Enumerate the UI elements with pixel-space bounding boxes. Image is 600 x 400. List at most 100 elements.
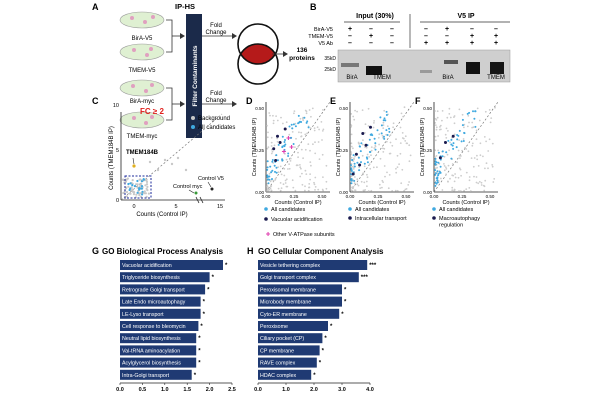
d-background-point	[304, 148, 307, 151]
e-background-point	[399, 126, 402, 129]
e-background-point	[362, 139, 364, 142]
f-background-point	[449, 116, 452, 119]
e-background-point	[407, 184, 410, 186]
d-background-point	[270, 152, 273, 155]
e-background-point	[382, 181, 384, 184]
f-background-point	[484, 167, 486, 170]
d-background-point	[321, 188, 324, 191]
f-background-point	[483, 189, 486, 192]
e-background-point	[353, 158, 355, 161]
petri-dish-2	[119, 43, 165, 61]
f-background-point	[461, 113, 464, 116]
e-background-point	[370, 146, 373, 149]
bar-label: Late Endo microautophagy	[122, 300, 186, 306]
f-background-point	[463, 126, 465, 129]
c-background-point	[122, 178, 125, 182]
c-background-point	[148, 160, 152, 164]
d-candidate-point	[283, 141, 286, 143]
e-candidate-point	[374, 148, 377, 151]
e-background-point	[378, 143, 380, 146]
e-background-point	[396, 189, 399, 192]
e-background-point	[408, 144, 411, 147]
d-legend-vacuolar-marker	[264, 217, 268, 221]
d-background-point	[313, 127, 316, 129]
d-candidate-point	[266, 168, 269, 171]
f-candidate-point	[436, 176, 439, 179]
e-background-point	[365, 180, 368, 183]
e-background-point	[350, 142, 353, 145]
d-background-point	[299, 166, 302, 169]
blot-row-label-2: TMEM-V5	[308, 34, 333, 40]
e-background-point	[382, 151, 385, 153]
f-xtick: 0.00	[430, 194, 439, 199]
d-background-point	[314, 141, 316, 144]
d-background-point	[322, 176, 324, 179]
d-background-point	[304, 133, 307, 136]
f-background-point	[441, 119, 443, 122]
d-candidate-point	[284, 139, 286, 141]
d-background-point	[308, 186, 311, 189]
bar-g-1	[120, 272, 210, 283]
f-background-point	[449, 177, 451, 180]
e-background-point	[386, 171, 388, 174]
e-candidate-point	[383, 135, 385, 138]
e-background-point	[367, 125, 370, 127]
d-background-point	[310, 164, 312, 167]
c-candidate-point	[141, 193, 144, 196]
d-candidate-point	[306, 120, 309, 123]
annotation-control-myc: Control myc	[173, 184, 203, 190]
d-background-point	[294, 189, 297, 192]
e-background-point	[352, 115, 355, 118]
f-background-point	[443, 155, 446, 158]
d-background-point	[299, 164, 301, 166]
filter-contaminants-box	[186, 14, 202, 138]
f-background-point	[434, 139, 437, 142]
legend-candidates-marker	[191, 125, 195, 129]
f-background-point	[453, 116, 455, 118]
f-background-point	[448, 149, 450, 152]
d-vatpase-marker: ✚	[289, 144, 294, 151]
candidate-count-label: 136 proteins	[289, 47, 315, 62]
f-background-point	[445, 166, 447, 169]
f-background-point	[491, 164, 494, 166]
x-tick-label: 2.5	[228, 387, 236, 393]
d-background-point	[294, 122, 297, 125]
e-background-point	[354, 109, 356, 112]
c-background-point	[122, 191, 125, 195]
ip-sign-r2c1: –	[424, 33, 428, 40]
f-background-point	[448, 107, 451, 110]
f-background-point	[475, 176, 478, 178]
e-background-point	[364, 146, 366, 149]
input-sign-r3c2: –	[369, 40, 373, 47]
c-candidate-point	[140, 180, 143, 183]
d-candidate-point	[269, 165, 272, 168]
f-ylabel: Counts (TMEM184B IP)	[420, 118, 426, 177]
d-background-point	[312, 143, 314, 146]
e-background-point	[351, 189, 354, 192]
d-background-point	[289, 157, 292, 160]
d-background-point	[266, 124, 268, 127]
e-background-point	[360, 180, 363, 183]
f-background-point	[468, 187, 471, 189]
e-background-point	[350, 151, 353, 154]
e-background-point	[376, 166, 378, 169]
e-candidate-point	[350, 178, 353, 180]
input-sign-r1c2: –	[369, 26, 373, 33]
d-background-point	[304, 189, 306, 192]
bar-h-6	[258, 333, 323, 344]
f-background-point	[440, 177, 442, 180]
e-background-point	[389, 152, 392, 155]
e-candidate-point	[353, 179, 356, 182]
d-candidate-point	[283, 148, 286, 151]
bar-label: LE-Lyso transport	[122, 312, 164, 318]
e-candidate-point	[363, 162, 366, 165]
e-background-point	[389, 141, 392, 144]
x-tick-label: 2.0	[310, 387, 318, 393]
f-background-point	[460, 155, 462, 157]
d-background-point	[302, 119, 305, 122]
d-background-point	[284, 152, 286, 155]
e-background-point	[361, 143, 364, 146]
f-background-point	[447, 164, 450, 167]
bar-label: Retrograde Golgi transport	[122, 287, 185, 293]
f-background-point	[446, 116, 449, 119]
